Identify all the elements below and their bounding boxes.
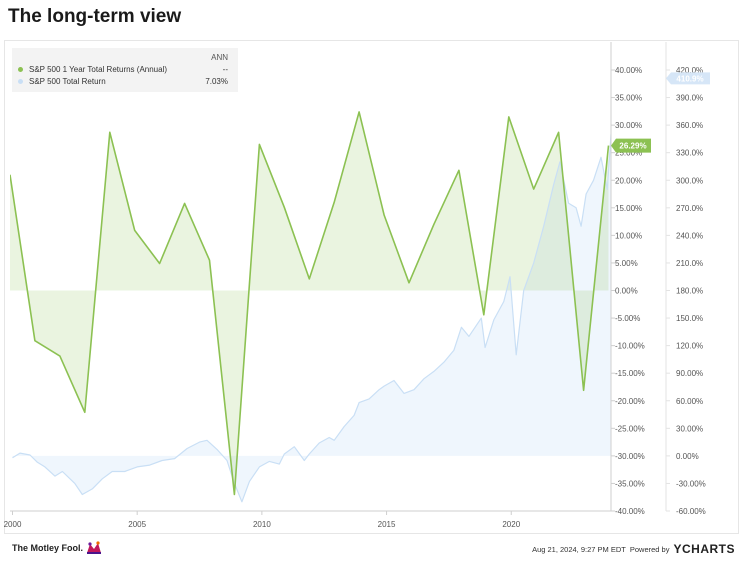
right-tick-label: 30.00% xyxy=(676,424,703,433)
right-tick-label: 420.0% xyxy=(676,66,703,75)
left-tick-label: -20.00% xyxy=(615,397,645,406)
right-tick-label: 210.0% xyxy=(676,259,703,268)
brand-name: The Motley Fool. xyxy=(12,543,83,553)
right-tick-label: 330.0% xyxy=(676,149,703,158)
powered-by-label: Powered by xyxy=(629,544,670,554)
timestamp: Aug 21, 2024, 9:27 PM EDT xyxy=(532,544,626,554)
x-tick-label: 2015 xyxy=(378,520,396,529)
left-tick-label: 40.00% xyxy=(615,66,642,75)
left-tick-label: 30.00% xyxy=(615,121,642,130)
left-tick-label: -15.00% xyxy=(615,369,645,378)
legend-dot-icon xyxy=(18,67,23,72)
left-tick-label: -30.00% xyxy=(615,452,645,461)
right-tick-label: 120.0% xyxy=(676,342,703,351)
right-tick-label: 270.0% xyxy=(676,204,703,213)
total-return-end-flag xyxy=(666,72,710,85)
total-return-line xyxy=(12,130,611,503)
right-tick-label: 240.0% xyxy=(676,231,703,240)
right-tick-label: 300.0% xyxy=(676,176,703,185)
legend-item-total-return[interactable]: S&P 500 Total Return 7.03% xyxy=(18,76,228,87)
right-tick-label: 150.0% xyxy=(676,314,703,323)
left-tick-label: -25.00% xyxy=(615,424,645,433)
legend-dot-icon xyxy=(18,79,23,84)
jester-hat-icon xyxy=(87,541,101,554)
motley-fool-logo[interactable]: The Motley Fool. xyxy=(12,541,102,555)
left-tick-label: 25.00% xyxy=(615,149,642,158)
legend-item-annual-returns[interactable]: S&P 500 1 Year Total Returns (Annual) -- xyxy=(18,64,228,75)
chart-legend: ANN S&P 500 1 Year Total Returns (Annual… xyxy=(12,48,238,92)
left-tick-label: 20.00% xyxy=(615,176,642,185)
left-tick-label: -35.00% xyxy=(615,479,645,488)
page-title: The long-term view xyxy=(8,6,182,27)
left-tick-label: 10.00% xyxy=(615,231,642,240)
total-return-end-label: 410.9% xyxy=(676,74,703,83)
left-tick-label: 35.00% xyxy=(615,94,642,103)
x-tick-label: 2020 xyxy=(502,520,520,529)
right-tick-label: 360.0% xyxy=(676,121,703,130)
x-tick-label: 2000 xyxy=(4,520,22,529)
right-tick-label: -30.00% xyxy=(676,479,706,488)
total-return-area xyxy=(12,134,611,502)
x-tick-label: 2010 xyxy=(253,520,271,529)
chart-frame xyxy=(4,40,739,534)
left-tick-label: 0.00% xyxy=(615,287,638,296)
right-tick-label: 390.0% xyxy=(676,94,703,103)
right-tick-label: 90.00% xyxy=(676,369,703,378)
right-tick-label: 60.00% xyxy=(676,397,703,406)
x-tick-label: 2005 xyxy=(128,520,146,529)
legend-item-name: S&P 500 1 Year Total Returns (Annual) xyxy=(29,65,168,74)
legend-header: ANN xyxy=(211,53,228,62)
left-tick-label: -5.00% xyxy=(615,314,640,323)
left-tick-label: -10.00% xyxy=(615,342,645,351)
left-tick-label: 5.00% xyxy=(615,259,638,268)
left-tick-label: -40.00% xyxy=(615,507,645,516)
ycharts-logo[interactable]: YCHARTS xyxy=(673,542,735,556)
annual-end-flag xyxy=(611,138,651,153)
right-tick-label: 0.00% xyxy=(676,452,699,461)
legend-item-name: S&P 500 Total Return xyxy=(29,77,106,86)
right-tick-label: 180.0% xyxy=(676,287,703,296)
annual-returns-area xyxy=(10,111,609,495)
annual-end-label: 26.29% xyxy=(619,142,646,151)
legend-item-value: 7.03% xyxy=(205,77,228,86)
left-tick-label: 15.00% xyxy=(615,204,642,213)
legend-item-value: -- xyxy=(222,65,228,74)
chart-credits: Aug 21, 2024, 9:27 PM EDT Powered by YCH… xyxy=(532,542,735,556)
right-tick-label: -60.00% xyxy=(676,507,706,516)
